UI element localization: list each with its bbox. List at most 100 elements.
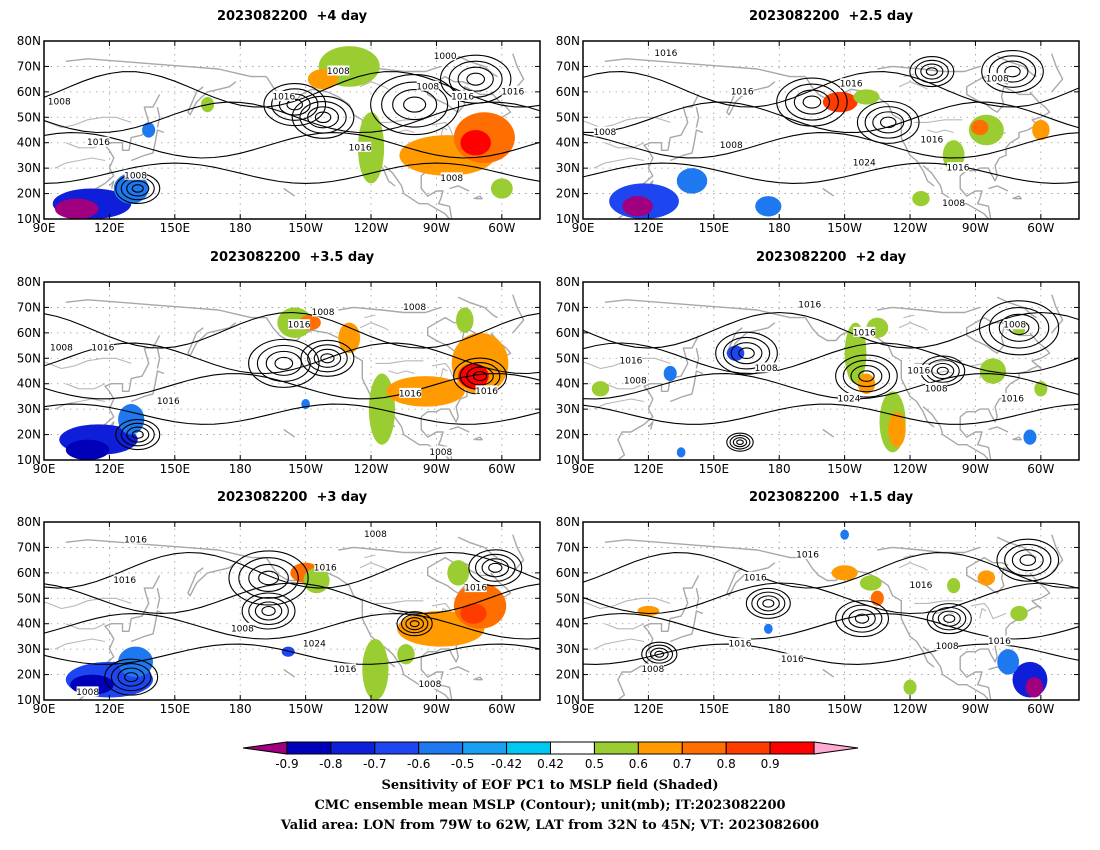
contour-label-box bbox=[475, 385, 498, 396]
contour-label-box bbox=[1001, 392, 1024, 403]
longitude-tick-label: 150W bbox=[288, 221, 323, 235]
isobar-contour bbox=[583, 552, 1079, 589]
isobar-contour bbox=[403, 96, 427, 113]
contour-label-box bbox=[429, 446, 452, 457]
isobar-contour bbox=[856, 100, 920, 144]
contour-label: 1016 bbox=[654, 49, 677, 59]
colorbar-swatch bbox=[286, 741, 332, 755]
map-panel-2-5day: 2023082200 +2.5 day 1016 1016 1016 1008 1008… bbox=[556, 9, 1080, 235]
isobar-contour bbox=[300, 339, 355, 377]
positive-sensitivity-area bbox=[447, 560, 470, 586]
contour-label-box bbox=[399, 387, 422, 398]
isobar-contour bbox=[392, 89, 438, 121]
contour-label: 1016 bbox=[988, 637, 1011, 647]
contour-label: 1016 bbox=[113, 576, 136, 586]
isobar-contour bbox=[381, 81, 449, 128]
colorbar-tick-label: 0.9 bbox=[761, 757, 780, 771]
longitude-tick-label: 90W bbox=[962, 221, 989, 235]
latitude-tick-label: 30N bbox=[556, 402, 580, 416]
contour-label: 1008 bbox=[124, 171, 147, 181]
positive-sensitivity-area bbox=[903, 679, 917, 695]
isobar-contour bbox=[117, 667, 145, 687]
panel-title: 2023082200 +3.5 day bbox=[210, 250, 375, 265]
latitude-tick-label: 10N bbox=[556, 453, 580, 467]
contour-label: 1008 bbox=[986, 75, 1009, 85]
map-layers: 1016 1016 1016 1008 1008 1024 1016 1008 1016 1008 bbox=[583, 282, 1079, 460]
panel-title: 2023082200 +2 day bbox=[756, 250, 907, 265]
isobar-contour bbox=[44, 71, 540, 108]
longitude-tick-label: 90W bbox=[423, 702, 450, 716]
isobar-contour bbox=[583, 373, 1079, 400]
coastline bbox=[130, 370, 165, 403]
coastline bbox=[130, 129, 165, 162]
longitude-tick-label: 150E bbox=[699, 702, 730, 716]
negative-sensitivity-area bbox=[1025, 677, 1044, 698]
latitude-tick-label: 70N bbox=[17, 540, 41, 554]
isobar-contour bbox=[1004, 65, 1021, 78]
colorbar-swatch bbox=[418, 741, 464, 755]
coastline bbox=[338, 306, 442, 314]
caption-line-3: Valid area: LON from 79W to 62W, LAT fro… bbox=[280, 818, 819, 833]
isobar-contour bbox=[265, 350, 302, 376]
coastline bbox=[449, 185, 470, 192]
latitude-tick-label: 30N bbox=[17, 642, 41, 656]
coastline bbox=[959, 332, 1051, 423]
isobar-contour bbox=[842, 359, 891, 393]
coastline bbox=[966, 316, 1033, 354]
coastline bbox=[187, 322, 237, 357]
contour-label: 1008 bbox=[720, 141, 743, 151]
contour-label-box bbox=[434, 50, 457, 61]
isobar-contour bbox=[756, 595, 780, 612]
contour-label-box bbox=[781, 653, 804, 664]
contour-label-box bbox=[654, 47, 677, 58]
isobar-contour bbox=[762, 599, 775, 608]
isobar-contour bbox=[981, 49, 1044, 94]
isobar-contour bbox=[44, 311, 540, 349]
map-layers: 1008 1016 1008 1008 1016 1000 1008 1016 1016 1016… bbox=[44, 41, 540, 219]
isobar-contour bbox=[44, 582, 540, 615]
coastline bbox=[988, 185, 1009, 192]
coastline bbox=[473, 195, 483, 200]
border-line bbox=[903, 314, 915, 319]
longitude-tick-label: 60W bbox=[488, 462, 515, 476]
contour-label: 1016 bbox=[501, 87, 524, 97]
isobar-contour bbox=[988, 55, 1037, 88]
longitude-tick-label: 120W bbox=[893, 702, 928, 716]
coastline bbox=[877, 546, 981, 554]
latitude-tick-label: 50N bbox=[556, 110, 580, 124]
isobar-contour bbox=[466, 72, 486, 86]
contour-label: 1008 bbox=[936, 642, 959, 652]
isobar-contour bbox=[645, 644, 674, 664]
isobar-contour bbox=[932, 606, 967, 631]
isobar-contour bbox=[784, 83, 839, 121]
panel-title: 2023082200 +2.5 day bbox=[749, 9, 914, 24]
latitude-tick-label: 40N bbox=[556, 617, 580, 631]
negative-sensitivity-area bbox=[663, 365, 677, 382]
coastline bbox=[617, 335, 700, 460]
coastline bbox=[959, 572, 1051, 663]
isobar-contour bbox=[307, 106, 340, 129]
isobar-contour bbox=[228, 550, 309, 606]
isobar-contour bbox=[405, 617, 424, 631]
isobar-contour bbox=[776, 77, 848, 127]
coastline bbox=[457, 55, 498, 78]
border-line bbox=[359, 81, 389, 90]
coastline bbox=[457, 536, 498, 559]
contour-label-box bbox=[124, 533, 147, 544]
positive-sensitivity-area bbox=[971, 119, 989, 136]
contour-label: 1008 bbox=[755, 364, 778, 374]
colorbar: -0.9 -0.8 -0.7 -0.6 -0.5 -0.42 0.42 0.5 0.6 0.7 0.… bbox=[242, 741, 859, 771]
isobar-contour bbox=[978, 300, 1060, 356]
colorbar-swatch bbox=[681, 741, 727, 755]
contour-label-box bbox=[641, 663, 664, 674]
contour-label-box bbox=[124, 169, 147, 180]
negative-sensitivity-area bbox=[142, 122, 156, 138]
border-line bbox=[359, 322, 389, 331]
latitude-tick-label: 60N bbox=[556, 566, 580, 580]
contour-label-box bbox=[925, 382, 948, 393]
colorbar-tick-label: -0.42 bbox=[491, 757, 522, 771]
isobar-contour bbox=[914, 59, 949, 84]
panel-title: 2023082200 +4 day bbox=[217, 9, 368, 24]
